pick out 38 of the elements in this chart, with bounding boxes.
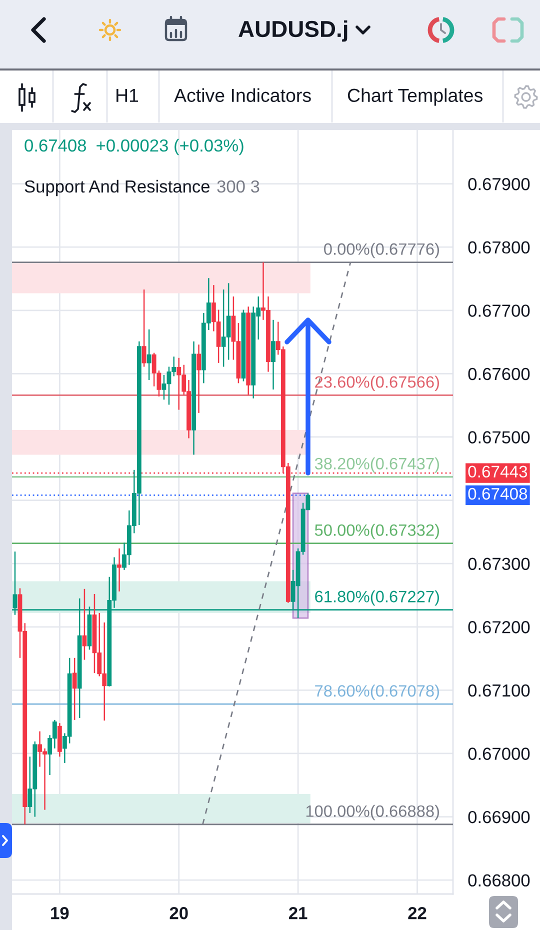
candlestick	[196, 344, 201, 414]
chart-title: AUDUSD.j	[238, 20, 348, 42]
ref-line-label: 0.00%(0.67776)	[324, 242, 439, 258]
ref-line-label: 50.00%(0.67332)	[314, 524, 439, 540]
text: Chart Templates	[348, 88, 482, 106]
candlestick	[117, 548, 122, 592]
y-tick-label: 0.67500	[468, 431, 530, 444]
ref-line-label: 100.00%(0.66888)	[306, 804, 439, 820]
text: H1	[116, 88, 138, 102]
annotation: 300 3	[217, 180, 260, 193]
ref-line-label: 61.80%(0.67227)	[315, 590, 439, 606]
candlestick	[146, 328, 152, 381]
candlestick	[271, 319, 276, 390]
ref-line-label: 0.67408	[468, 488, 528, 500]
y-tick-label: 0.67100	[468, 684, 530, 697]
ref-line-label: 78.60%(0.67078)	[315, 684, 439, 700]
y-tick-label: 0.67900	[468, 178, 530, 190]
annotation: +0.00023 (+0.03%)	[96, 138, 244, 156]
text: Active Indicators	[174, 88, 311, 102]
y-tick-label: 0.67000	[468, 748, 530, 760]
y-tick-label: 0.66900	[468, 810, 530, 824]
x-tick-label: 22	[408, 906, 426, 920]
annotation: Support And Resistance	[24, 180, 210, 196]
ref-line-label: 38.20%(0.67437)	[314, 457, 439, 473]
candlestick	[72, 657, 77, 721]
y-tick-label: 0.67200	[468, 621, 530, 634]
candlestick	[142, 288, 146, 368]
x-tick-label: 19	[51, 906, 69, 920]
y-tick-label: 0.66800	[468, 874, 530, 887]
x-tick-label: 20	[170, 906, 188, 920]
y-tick-label: 0.67700	[468, 304, 530, 317]
ref-line-label: 23.60%(0.67566)	[315, 376, 439, 392]
ref-line-label: 0.67443	[468, 466, 528, 478]
y-tick-label: 0.67800	[468, 241, 530, 254]
y-tick-label: 0.67300	[468, 558, 530, 570]
y-tick-label: 0.67600	[468, 368, 530, 380]
x-tick-label: 21	[289, 906, 308, 920]
annotation: 0.67408	[24, 139, 86, 152]
